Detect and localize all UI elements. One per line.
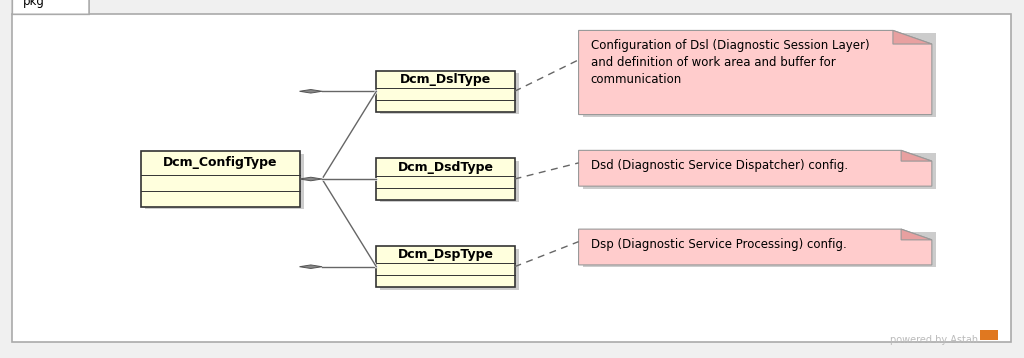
FancyBboxPatch shape bbox=[377, 158, 514, 200]
Text: Dcm_DsdType: Dcm_DsdType bbox=[397, 160, 494, 174]
Polygon shape bbox=[583, 232, 936, 267]
Text: Dsp (Diagnostic Service Processing) config.: Dsp (Diagnostic Service Processing) conf… bbox=[591, 238, 847, 251]
Polygon shape bbox=[579, 150, 932, 186]
Text: pkg: pkg bbox=[23, 0, 44, 8]
Polygon shape bbox=[299, 265, 322, 268]
FancyBboxPatch shape bbox=[381, 161, 518, 202]
FancyBboxPatch shape bbox=[145, 154, 303, 209]
FancyBboxPatch shape bbox=[377, 71, 514, 112]
Text: Dcm_DspType: Dcm_DspType bbox=[397, 248, 494, 261]
Text: Configuration of Dsl (Diagnostic Session Layer)
and definition of work area and : Configuration of Dsl (Diagnostic Session… bbox=[591, 39, 869, 86]
FancyBboxPatch shape bbox=[381, 73, 518, 115]
Polygon shape bbox=[893, 30, 932, 44]
Polygon shape bbox=[12, 0, 89, 14]
Polygon shape bbox=[901, 150, 932, 161]
Polygon shape bbox=[583, 153, 936, 189]
Polygon shape bbox=[583, 33, 936, 117]
Polygon shape bbox=[579, 30, 932, 115]
Polygon shape bbox=[299, 90, 322, 93]
Text: Dcm_DslType: Dcm_DslType bbox=[399, 73, 492, 86]
Polygon shape bbox=[299, 177, 322, 181]
FancyBboxPatch shape bbox=[12, 14, 1011, 342]
FancyBboxPatch shape bbox=[377, 246, 514, 287]
Text: Dcm_ConfigType: Dcm_ConfigType bbox=[163, 156, 278, 169]
FancyBboxPatch shape bbox=[141, 151, 299, 207]
Polygon shape bbox=[901, 229, 932, 240]
Polygon shape bbox=[579, 229, 932, 265]
FancyBboxPatch shape bbox=[980, 330, 998, 340]
Text: powered by Astah: powered by Astah bbox=[890, 335, 978, 345]
FancyBboxPatch shape bbox=[381, 248, 518, 290]
Text: Dsd (Diagnostic Service Dispatcher) config.: Dsd (Diagnostic Service Dispatcher) conf… bbox=[591, 159, 848, 172]
